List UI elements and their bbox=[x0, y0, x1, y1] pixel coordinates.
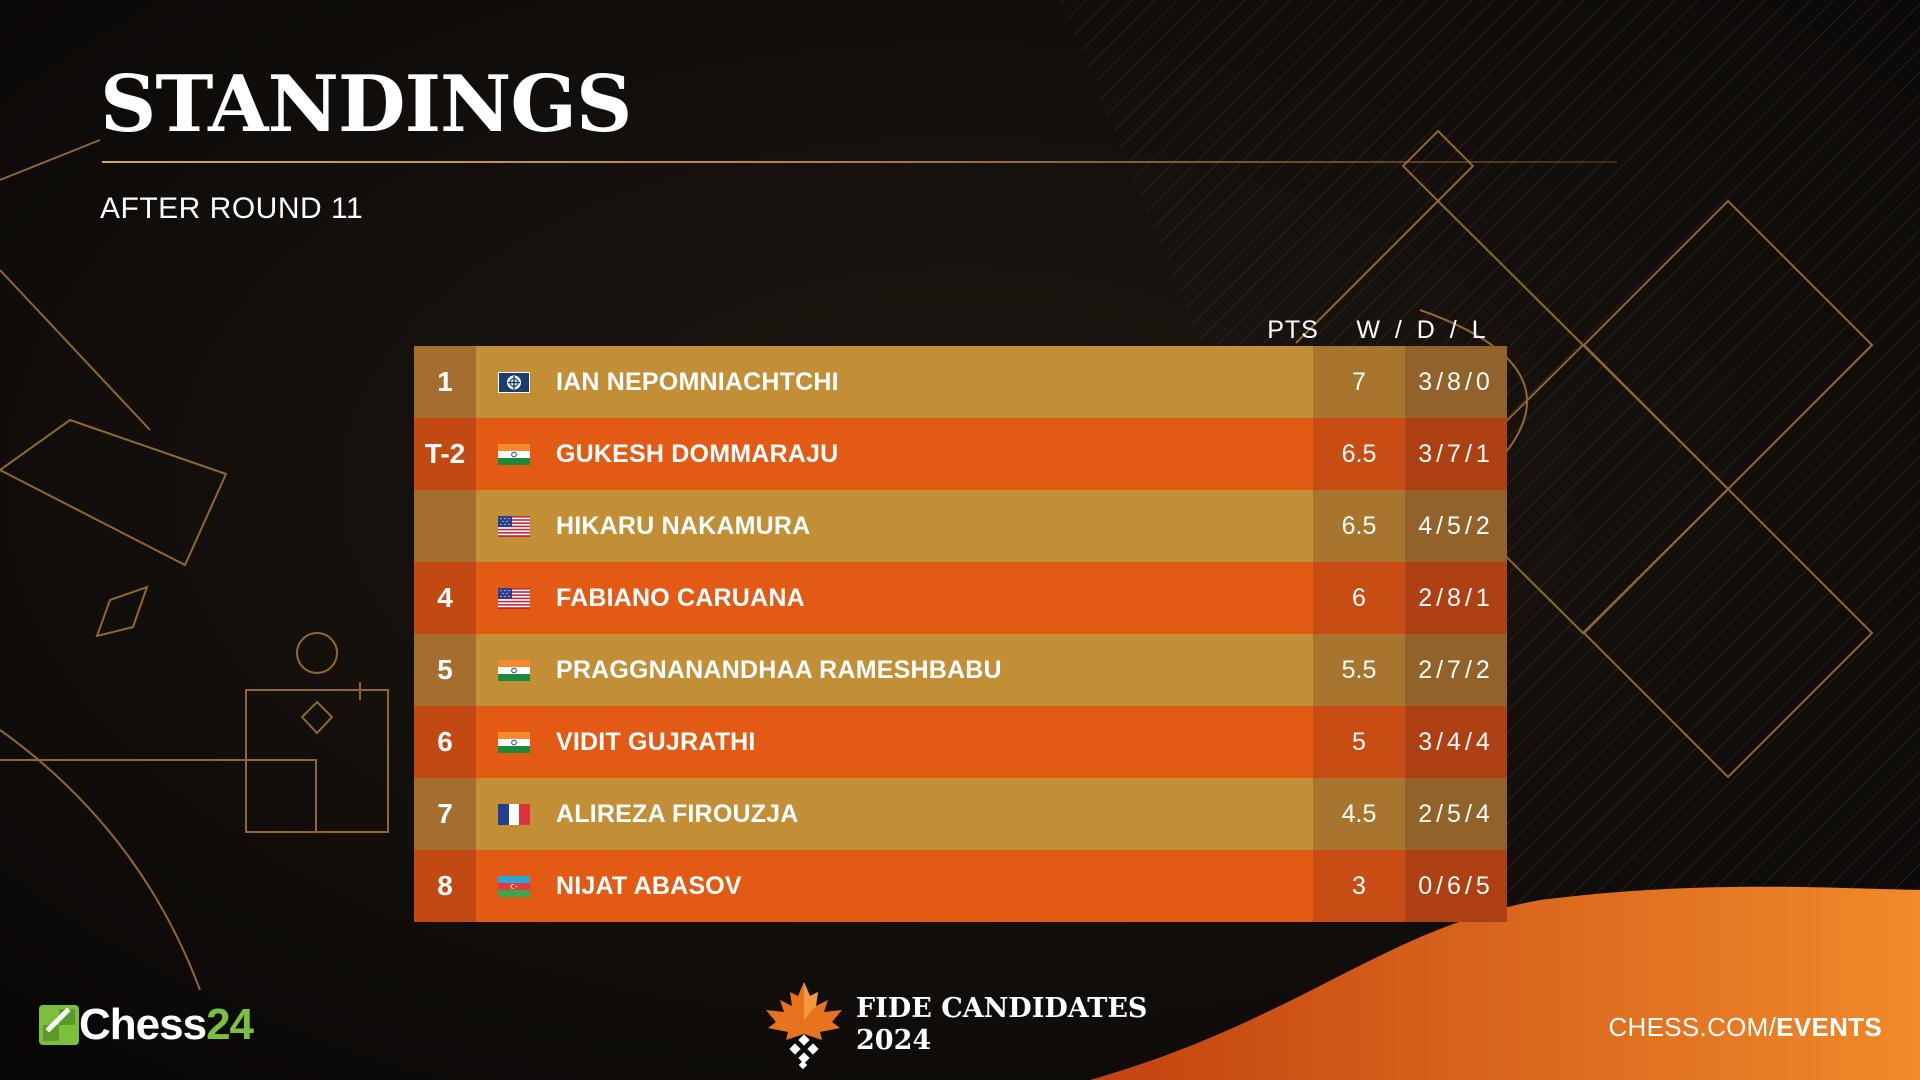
player-name: ALIREZA FIROUZJA bbox=[542, 778, 1313, 850]
player-name: PRAGGNANANDHAA RAMESHBABU bbox=[542, 634, 1313, 706]
usa-flag-icon bbox=[476, 490, 542, 562]
azerbaijan-flag-icon bbox=[476, 850, 542, 922]
events-url[interactable]: CHESS.COM/EVENTS bbox=[1608, 1012, 1882, 1043]
india-flag-icon bbox=[476, 418, 542, 490]
wdl-cell: 3/4/4 bbox=[1405, 706, 1507, 778]
france-flag-icon bbox=[476, 778, 542, 850]
table-row: 5 PRAGGNANANDHAA RAMESHBABU 5.5 2/7/2 bbox=[414, 634, 1507, 706]
rank-cell: 8 bbox=[414, 850, 476, 922]
india-flag-icon bbox=[476, 634, 542, 706]
player-name: NIJAT ABASOV bbox=[542, 850, 1313, 922]
events-url-bold: EVENTS bbox=[1776, 1012, 1882, 1042]
points-cell: 7 bbox=[1313, 346, 1405, 418]
wdl-cell: 0/6/5 bbox=[1405, 850, 1507, 922]
player-name: GUKESH DOMMARAJU bbox=[542, 418, 1313, 490]
wdl-cell: 4/5/2 bbox=[1405, 490, 1507, 562]
rank-cell: T-2 bbox=[414, 418, 476, 490]
rank-cell bbox=[414, 490, 476, 562]
fide-flag-icon bbox=[476, 346, 542, 418]
event-name: FIDE CANDIDATES bbox=[856, 993, 1148, 1024]
wdl-cell: 2/8/1 bbox=[1405, 562, 1507, 634]
player-name: FABIANO CARUANA bbox=[542, 562, 1313, 634]
wdl-cell: 2/7/2 bbox=[1405, 634, 1507, 706]
table-row: 6 VIDIT GUJRATHI 5 3/4/4 bbox=[414, 706, 1507, 778]
wdl-cell: 3/7/1 bbox=[1405, 418, 1507, 490]
table-row: HIKARU NAKAMURA 6.5 4/5/2 bbox=[414, 490, 1507, 562]
event-year: 2024 bbox=[856, 1025, 932, 1056]
wdl-cell: 3/8/0 bbox=[1405, 346, 1507, 418]
table-row: 1 IAN NEPOMNIACHTCHI 7 3/8/0 bbox=[414, 346, 1507, 418]
title-divider bbox=[102, 161, 1617, 163]
rank-cell: 7 bbox=[414, 778, 476, 850]
wdl-cell: 2/5/4 bbox=[1405, 778, 1507, 850]
rank-cell: 5 bbox=[414, 634, 476, 706]
points-cell: 6.5 bbox=[1313, 418, 1405, 490]
wdl-column-header: W / D / L bbox=[1356, 316, 1490, 344]
page-title: STANDINGS bbox=[100, 59, 632, 150]
table-row: T-2 GUKESH DOMMARAJU 6.5 3/7/1 bbox=[414, 418, 1507, 490]
standings-table: 1 IAN NEPOMNIACHTCHI 7 3/8/0 T-2 GUKESH DOMMA… bbox=[414, 346, 1507, 922]
chess24-logo-number: 24 bbox=[206, 1000, 254, 1049]
chess24-logo-icon bbox=[39, 1005, 79, 1045]
table-row: 7 ALIREZA FIROUZJA 4.5 2/5/4 bbox=[414, 778, 1507, 850]
chess24-logo: Chess24 bbox=[37, 1000, 254, 1050]
fide-candidates-logo: FIDE CANDIDATES 2024 bbox=[762, 980, 1147, 1070]
player-name: VIDIT GUJRATHI bbox=[542, 706, 1313, 778]
table-row: 8 NIJAT ABASOV 3 0/6/5 bbox=[414, 850, 1507, 922]
points-cell: 6 bbox=[1313, 562, 1405, 634]
events-url-prefix: CHESS.COM/ bbox=[1608, 1012, 1777, 1042]
round-subtitle: AFTER ROUND 11 bbox=[100, 192, 364, 225]
points-cell: 4.5 bbox=[1313, 778, 1405, 850]
player-name: IAN NEPOMNIACHTCHI bbox=[542, 346, 1313, 418]
points-cell: 6.5 bbox=[1313, 490, 1405, 562]
points-cell: 5.5 bbox=[1313, 634, 1405, 706]
maple-leaf-chess-icon bbox=[766, 982, 842, 1070]
rank-cell: 6 bbox=[414, 706, 476, 778]
points-cell: 3 bbox=[1313, 850, 1405, 922]
rank-cell: 4 bbox=[414, 562, 476, 634]
chess24-logo-text: Chess bbox=[79, 1000, 207, 1049]
table-row: 4 FABIANO CARUANA 6 2/8/1 bbox=[414, 562, 1507, 634]
points-column-header: PTS bbox=[1267, 316, 1319, 344]
rank-cell: 1 bbox=[414, 346, 476, 418]
points-cell: 5 bbox=[1313, 706, 1405, 778]
player-name: HIKARU NAKAMURA bbox=[542, 490, 1313, 562]
usa-flag-icon bbox=[476, 562, 542, 634]
india-flag-icon bbox=[476, 706, 542, 778]
